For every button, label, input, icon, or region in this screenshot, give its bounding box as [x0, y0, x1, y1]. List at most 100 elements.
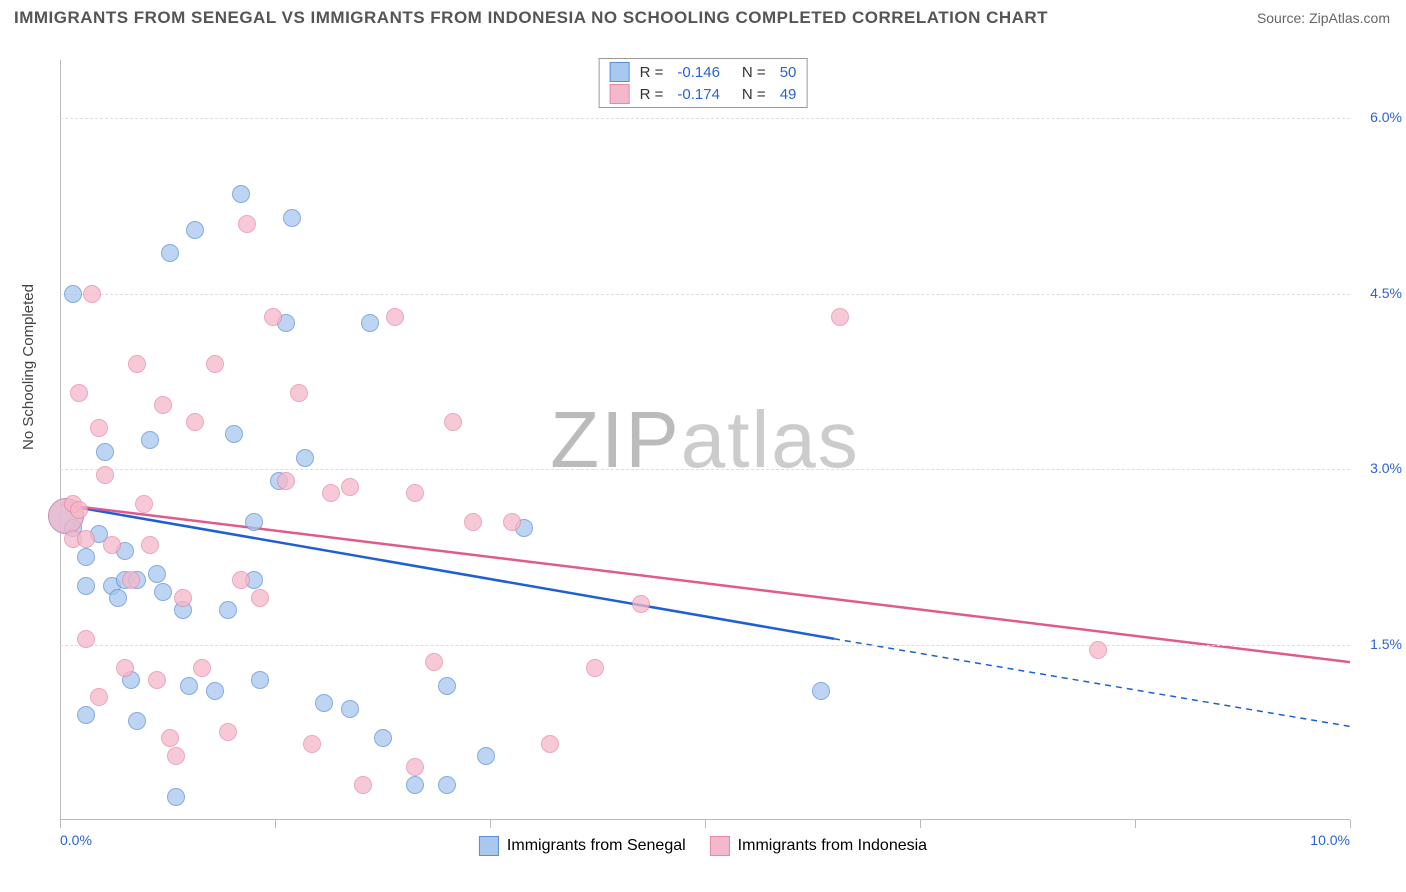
- data-point: [167, 788, 185, 806]
- gridline-h: [60, 645, 1350, 646]
- data-point: [206, 682, 224, 700]
- y-tick-label: 1.5%: [1354, 636, 1402, 652]
- data-point: [251, 589, 269, 607]
- y-axis-label: No Schooling Completed: [20, 284, 37, 450]
- legend-swatch: [610, 84, 630, 104]
- data-point: [180, 677, 198, 695]
- data-point: [154, 583, 172, 601]
- data-point: [632, 595, 650, 613]
- x-tick-mark: [490, 820, 491, 828]
- data-point: [77, 706, 95, 724]
- data-point: [174, 589, 192, 607]
- chart-container: IMMIGRANTS FROM SENEGAL VS IMMIGRANTS FR…: [0, 0, 1406, 892]
- gridline-h: [60, 118, 1350, 119]
- data-point: [406, 484, 424, 502]
- x-tick-max: 10.0%: [1310, 832, 1350, 848]
- data-point: [238, 215, 256, 233]
- data-point: [386, 308, 404, 326]
- data-point: [141, 431, 159, 449]
- legend-bottom-item: Immigrants from Indonesia: [710, 836, 927, 856]
- data-point: [154, 396, 172, 414]
- data-point: [1089, 641, 1107, 659]
- data-point: [186, 413, 204, 431]
- y-axis-line: [60, 60, 61, 820]
- x-tick-mark: [920, 820, 921, 828]
- y-tick-label: 6.0%: [1354, 109, 1402, 125]
- x-tick-mark: [1135, 820, 1136, 828]
- data-point: [245, 513, 263, 531]
- legend-r-label: R =: [640, 64, 664, 81]
- data-point: [161, 244, 179, 262]
- legend-n-value: 49: [780, 86, 797, 103]
- data-point: [90, 688, 108, 706]
- legend-top-row: R = -0.174 N = 49: [610, 83, 797, 105]
- data-point: [167, 747, 185, 765]
- data-point: [812, 682, 830, 700]
- data-point: [96, 443, 114, 461]
- legend-bottom-item: Immigrants from Senegal: [479, 836, 686, 856]
- data-point: [831, 308, 849, 326]
- data-point: [586, 659, 604, 677]
- series-legend: Immigrants from Senegal Immigrants from I…: [479, 836, 927, 856]
- data-point: [219, 601, 237, 619]
- y-tick-label: 4.5%: [1354, 285, 1402, 301]
- data-point: [96, 466, 114, 484]
- data-point: [277, 472, 295, 490]
- data-point: [77, 548, 95, 566]
- data-point: [303, 735, 321, 753]
- data-point: [77, 630, 95, 648]
- watermark: ZIPatlas: [550, 394, 859, 486]
- data-point: [148, 565, 166, 583]
- y-tick-label: 3.0%: [1354, 460, 1402, 476]
- correlation-legend: R = -0.146 N = 50 R = -0.174 N = 49: [599, 58, 808, 108]
- data-point: [264, 308, 282, 326]
- data-point: [90, 419, 108, 437]
- data-point: [232, 571, 250, 589]
- legend-n-value: 50: [780, 64, 797, 81]
- legend-n-label: N =: [742, 64, 766, 81]
- trend-lines: [60, 60, 1350, 820]
- data-point: [425, 653, 443, 671]
- data-point: [315, 694, 333, 712]
- data-point: [477, 747, 495, 765]
- x-tick-mark: [275, 820, 276, 828]
- data-point: [225, 425, 243, 443]
- data-point: [438, 677, 456, 695]
- data-point: [444, 413, 462, 431]
- chart-title: IMMIGRANTS FROM SENEGAL VS IMMIGRANTS FR…: [14, 8, 1048, 28]
- data-point: [70, 501, 88, 519]
- data-point: [219, 723, 237, 741]
- data-point: [290, 384, 308, 402]
- x-tick-min: 0.0%: [60, 832, 92, 848]
- data-point: [77, 530, 95, 548]
- legend-series-name: Immigrants from Indonesia: [738, 837, 927, 855]
- legend-top-row: R = -0.146 N = 50: [610, 61, 797, 83]
- legend-r-value: -0.174: [677, 86, 720, 103]
- data-point: [341, 700, 359, 718]
- data-point: [148, 671, 166, 689]
- data-point: [83, 285, 101, 303]
- data-point: [322, 484, 340, 502]
- data-point: [406, 758, 424, 776]
- data-point: [122, 571, 140, 589]
- data-point: [109, 589, 127, 607]
- legend-r-label: R =: [640, 86, 664, 103]
- legend-r-value: -0.146: [677, 64, 720, 81]
- x-tick-mark: [705, 820, 706, 828]
- legend-series-name: Immigrants from Senegal: [507, 837, 686, 855]
- data-point: [503, 513, 521, 531]
- data-point: [64, 285, 82, 303]
- data-point: [141, 536, 159, 554]
- data-point: [186, 221, 204, 239]
- data-point: [438, 776, 456, 794]
- legend-swatch: [610, 62, 630, 82]
- data-point: [296, 449, 314, 467]
- data-point: [374, 729, 392, 747]
- data-point: [251, 671, 269, 689]
- data-point: [128, 355, 146, 373]
- plot-area: ZIPatlas 0.0% 10.0% 1.5%3.0%4.5%6.0%: [60, 60, 1350, 820]
- data-point: [116, 659, 134, 677]
- legend-n-label: N =: [742, 86, 766, 103]
- data-point: [193, 659, 211, 677]
- x-tick-mark: [60, 820, 61, 828]
